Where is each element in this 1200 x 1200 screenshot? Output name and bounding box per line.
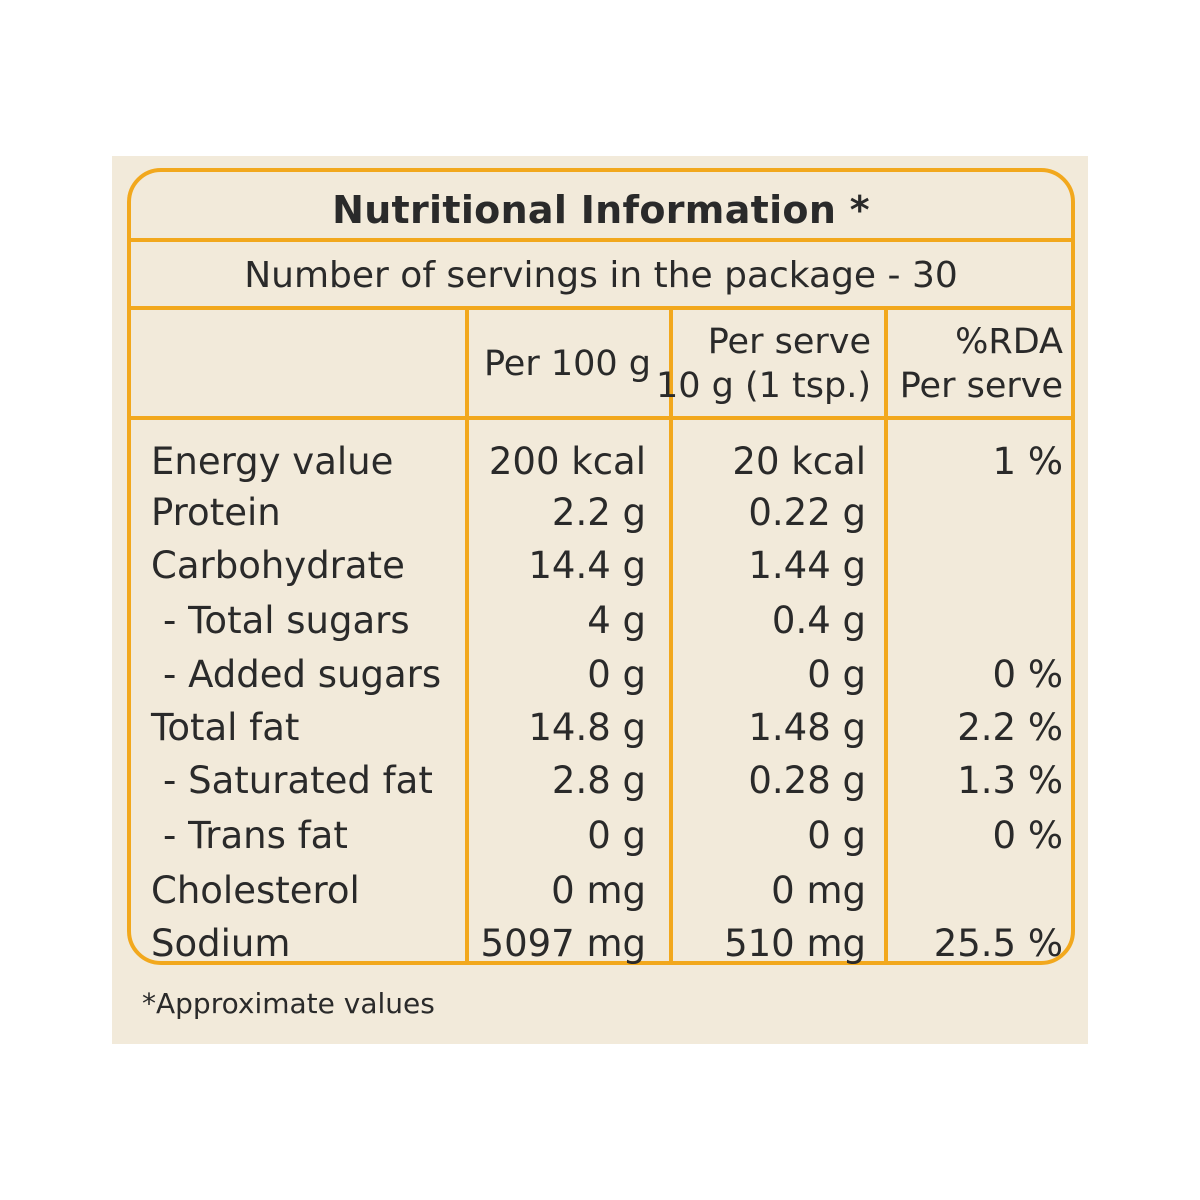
nutrition-panel: Nutritional Information * Number of serv… xyxy=(112,156,1088,1044)
nutrient-label: Energy value xyxy=(151,440,394,483)
value-per-serve: 0 g xyxy=(807,653,866,696)
column-divider xyxy=(465,308,469,961)
nutrient-label: - Trans fat xyxy=(163,814,348,857)
value-rda: 1.3 % xyxy=(957,759,1063,802)
value-rda: 25.5 % xyxy=(933,922,1063,965)
table-title: Nutritional Information * xyxy=(332,188,870,232)
table-row: Energy value 200 kcal 20 kcal 1 % xyxy=(131,435,1071,489)
nutrient-label: Carbohydrate xyxy=(151,544,405,587)
table-row: Carbohydrate 14.4 g 1.44 g xyxy=(131,539,1071,593)
header-per-100g: Per 100 g xyxy=(483,344,651,384)
column-divider xyxy=(884,308,888,961)
nutrient-label: - Added sugars xyxy=(163,653,442,696)
table-row: Cholesterol 0 mg 0 mg xyxy=(131,864,1071,918)
column-divider xyxy=(669,308,673,961)
divider xyxy=(131,416,1071,420)
value-per-serve: 20 kcal xyxy=(732,440,866,483)
value-per-100g: 2.2 g xyxy=(551,491,646,534)
header-rda: %RDA Per serve xyxy=(899,322,1063,406)
nutrient-label: Total fat xyxy=(151,706,300,749)
value-per-100g: 14.8 g xyxy=(528,706,646,749)
table-row: - Added sugars 0 g 0 g 0 % xyxy=(131,648,1071,702)
table-row: Protein 2.2 g 0.22 g xyxy=(131,486,1071,540)
value-per-100g: 0 g xyxy=(587,814,646,857)
value-per-serve: 510 mg xyxy=(724,922,866,965)
divider xyxy=(131,238,1071,242)
value-per-serve: 0 mg xyxy=(771,869,866,912)
table-row: Total fat 14.8 g 1.48 g 2.2 % xyxy=(131,701,1071,755)
footnote: *Approximate values xyxy=(142,987,435,1020)
servings-count: Number of servings in the package - 30 xyxy=(244,255,958,296)
nutrient-label: - Total sugars xyxy=(163,599,410,642)
value-rda: 0 % xyxy=(992,814,1063,857)
nutrient-label: Sodium xyxy=(151,922,291,965)
table-row: Sodium 5097 mg 510 mg 25.5 % xyxy=(131,917,1071,971)
value-rda: 1 % xyxy=(992,440,1063,483)
value-per-100g: 2.8 g xyxy=(551,759,646,802)
value-per-serve: 0.28 g xyxy=(748,759,866,802)
value-per-serve: 0 g xyxy=(807,814,866,857)
nutrition-table: Nutritional Information * Number of serv… xyxy=(127,168,1075,965)
value-per-serve: 1.48 g xyxy=(748,706,866,749)
nutrient-label: Cholesterol xyxy=(151,869,360,912)
value-per-serve: 0.22 g xyxy=(748,491,866,534)
table-row: - Trans fat 0 g 0 g 0 % xyxy=(131,809,1071,863)
value-per-100g: 0 mg xyxy=(551,869,646,912)
value-per-100g: 4 g xyxy=(587,599,646,642)
value-per-serve: 0.4 g xyxy=(771,599,866,642)
value-rda: 0 % xyxy=(992,653,1063,696)
nutrient-label: - Saturated fat xyxy=(163,759,433,802)
divider xyxy=(131,306,1071,310)
value-rda: 2.2 % xyxy=(957,706,1063,749)
value-per-serve: 1.44 g xyxy=(748,544,866,587)
nutrient-label: Protein xyxy=(151,491,281,534)
value-per-100g: 200 kcal xyxy=(488,440,646,483)
header-per-serve: Per serve 10 g (1 tsp.) xyxy=(655,322,871,406)
value-per-100g: 14.4 g xyxy=(528,544,646,587)
table-row: - Total sugars 4 g 0.4 g xyxy=(131,594,1071,648)
value-per-100g: 5097 mg xyxy=(480,922,646,965)
value-per-100g: 0 g xyxy=(587,653,646,696)
table-row: - Saturated fat 2.8 g 0.28 g 1.3 % xyxy=(131,754,1071,808)
